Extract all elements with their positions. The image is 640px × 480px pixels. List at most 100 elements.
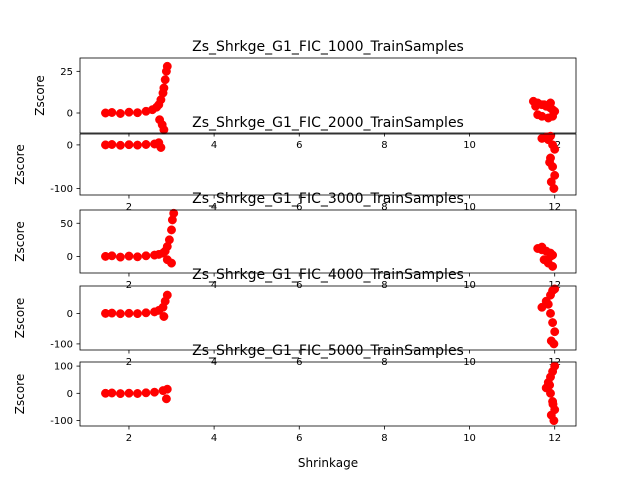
x-tick-label: 2: [126, 280, 132, 291]
x-tick-label: 6: [296, 357, 302, 368]
scatter-point: [546, 131, 555, 141]
x-tick-label: 8: [381, 280, 387, 291]
x-tick-label: 6: [296, 280, 302, 291]
y-axis-label: Zscore: [13, 221, 27, 261]
scatter-point: [537, 242, 547, 252]
x-tick-label: 12: [548, 202, 561, 213]
scatter-point: [124, 251, 134, 261]
scatter-point: [124, 107, 134, 117]
y-tick-label: 25: [60, 67, 73, 78]
y-tick-label: 0: [67, 309, 73, 320]
scatter-point: [124, 388, 134, 398]
scatter-point: [550, 327, 560, 337]
scatter-point: [133, 309, 142, 319]
scatter-point: [159, 83, 169, 93]
scatter-markers: [101, 61, 560, 135]
y-tick-label: 0: [67, 389, 73, 400]
scatter-point: [550, 284, 560, 294]
x-tick-label: 2: [126, 433, 132, 444]
scatter-point: [107, 140, 117, 149]
scatter-point: [160, 75, 170, 85]
scatter-point: [141, 251, 151, 261]
y-axis-label: Zscore: [13, 298, 27, 338]
subplot-title: Zs_Shrkge_G1_FIC_4000_TrainSamples: [192, 267, 464, 283]
x-tick-label: 6: [296, 433, 302, 444]
scatter-point: [531, 101, 541, 111]
scatter-point: [115, 252, 125, 262]
y-tick-label: -100: [50, 416, 73, 427]
y-tick-label: 50: [60, 219, 73, 230]
scatter-point: [150, 387, 159, 397]
scatter-point: [162, 61, 172, 71]
scatter-point: [549, 339, 559, 349]
scatter-point: [167, 225, 176, 235]
y-tick-label: 0: [67, 252, 73, 263]
axes-frame: [79, 133, 577, 196]
y-axis-label: Zscore: [13, 144, 27, 184]
x-tick-label: 10: [463, 140, 476, 151]
scatter-point: [115, 109, 125, 118]
x-tick-label: 4: [211, 140, 217, 151]
scatter-point: [115, 140, 125, 150]
scatter-point: [548, 111, 558, 121]
scatter-point: [548, 261, 558, 271]
scatter-point: [549, 184, 559, 193]
axes-frame: [79, 209, 577, 274]
scatter-point: [548, 399, 558, 409]
scatter-point: [107, 308, 117, 318]
x-tick-label: 4: [211, 433, 217, 444]
scatter-point: [162, 384, 172, 394]
scatter-point: [107, 251, 117, 261]
x-axis-label: Shrinkage: [298, 456, 358, 470]
scatter-markers: [101, 131, 560, 193]
y-tick-label: 100: [54, 362, 73, 373]
x-tick-label: 8: [381, 202, 387, 213]
scatter-point: [546, 251, 555, 261]
subplot-title: Zs_Shrkge_G1_FIC_1000_TrainSamples: [192, 39, 464, 55]
x-tick-label: 4: [211, 280, 217, 291]
scatter-point: [550, 361, 560, 371]
scatter-point: [115, 309, 125, 319]
scatter-point: [549, 416, 559, 426]
x-tick-label: 10: [463, 202, 476, 213]
scatter-point: [546, 308, 555, 318]
x-tick-label: 4: [211, 357, 217, 368]
scatter-point: [545, 380, 555, 390]
x-tick-label: 8: [381, 357, 387, 368]
scatter-point: [545, 157, 555, 167]
subplot-title: Zs_Shrkge_G1_FIC_3000_TrainSamples: [192, 191, 464, 207]
axes-frame: [79, 57, 577, 134]
scatter-point: [107, 388, 117, 398]
scatter-point: [543, 299, 553, 309]
x-tick-label: 12: [548, 433, 561, 444]
x-tick-label: 10: [463, 357, 476, 368]
scatter-point: [546, 388, 555, 398]
scatter-point: [133, 389, 142, 398]
x-tick-label: 8: [381, 140, 387, 151]
scatter-point: [167, 258, 176, 268]
scatter-point: [133, 252, 142, 262]
x-tick-label: 10: [463, 280, 476, 291]
x-tick-label: 8: [381, 433, 387, 444]
x-tick-label: 6: [296, 140, 302, 151]
axes-frame: [79, 285, 577, 351]
scatter-point: [124, 140, 134, 150]
scatter-markers: [101, 208, 558, 271]
y-tick-label: -100: [50, 184, 73, 195]
subplot-title: Zs_Shrkge_G1_FIC_2000_TrainSamples: [192, 115, 464, 131]
scatter-point: [546, 98, 555, 108]
subplot-2: 2 4 6 8 10 12 -100 0 Zscore Zs_Shrkge_G1_FIC_2000…: [13, 115, 577, 213]
scatter-point: [141, 388, 151, 398]
scatter-point: [550, 144, 560, 154]
scatter-point: [156, 143, 166, 152]
y-axis-label: Zscore: [13, 374, 27, 414]
subplot-5: 2 4 6 8 10 12 -100 0 100 Zscore Zs_Shrkge_G1_FIC_5…: [13, 343, 577, 444]
scatter-point: [162, 290, 172, 300]
x-tick-label: 2: [126, 202, 132, 213]
subplot-1: 24681012025ZscoreZs_Shrkge_G1_FIC_1000_T…: [33, 39, 577, 151]
scatter-point: [159, 312, 169, 321]
x-tick-label: 4: [211, 202, 217, 213]
scatter-point: [124, 308, 134, 318]
scatter-point: [548, 318, 558, 328]
y-tick-label: -100: [50, 339, 73, 350]
